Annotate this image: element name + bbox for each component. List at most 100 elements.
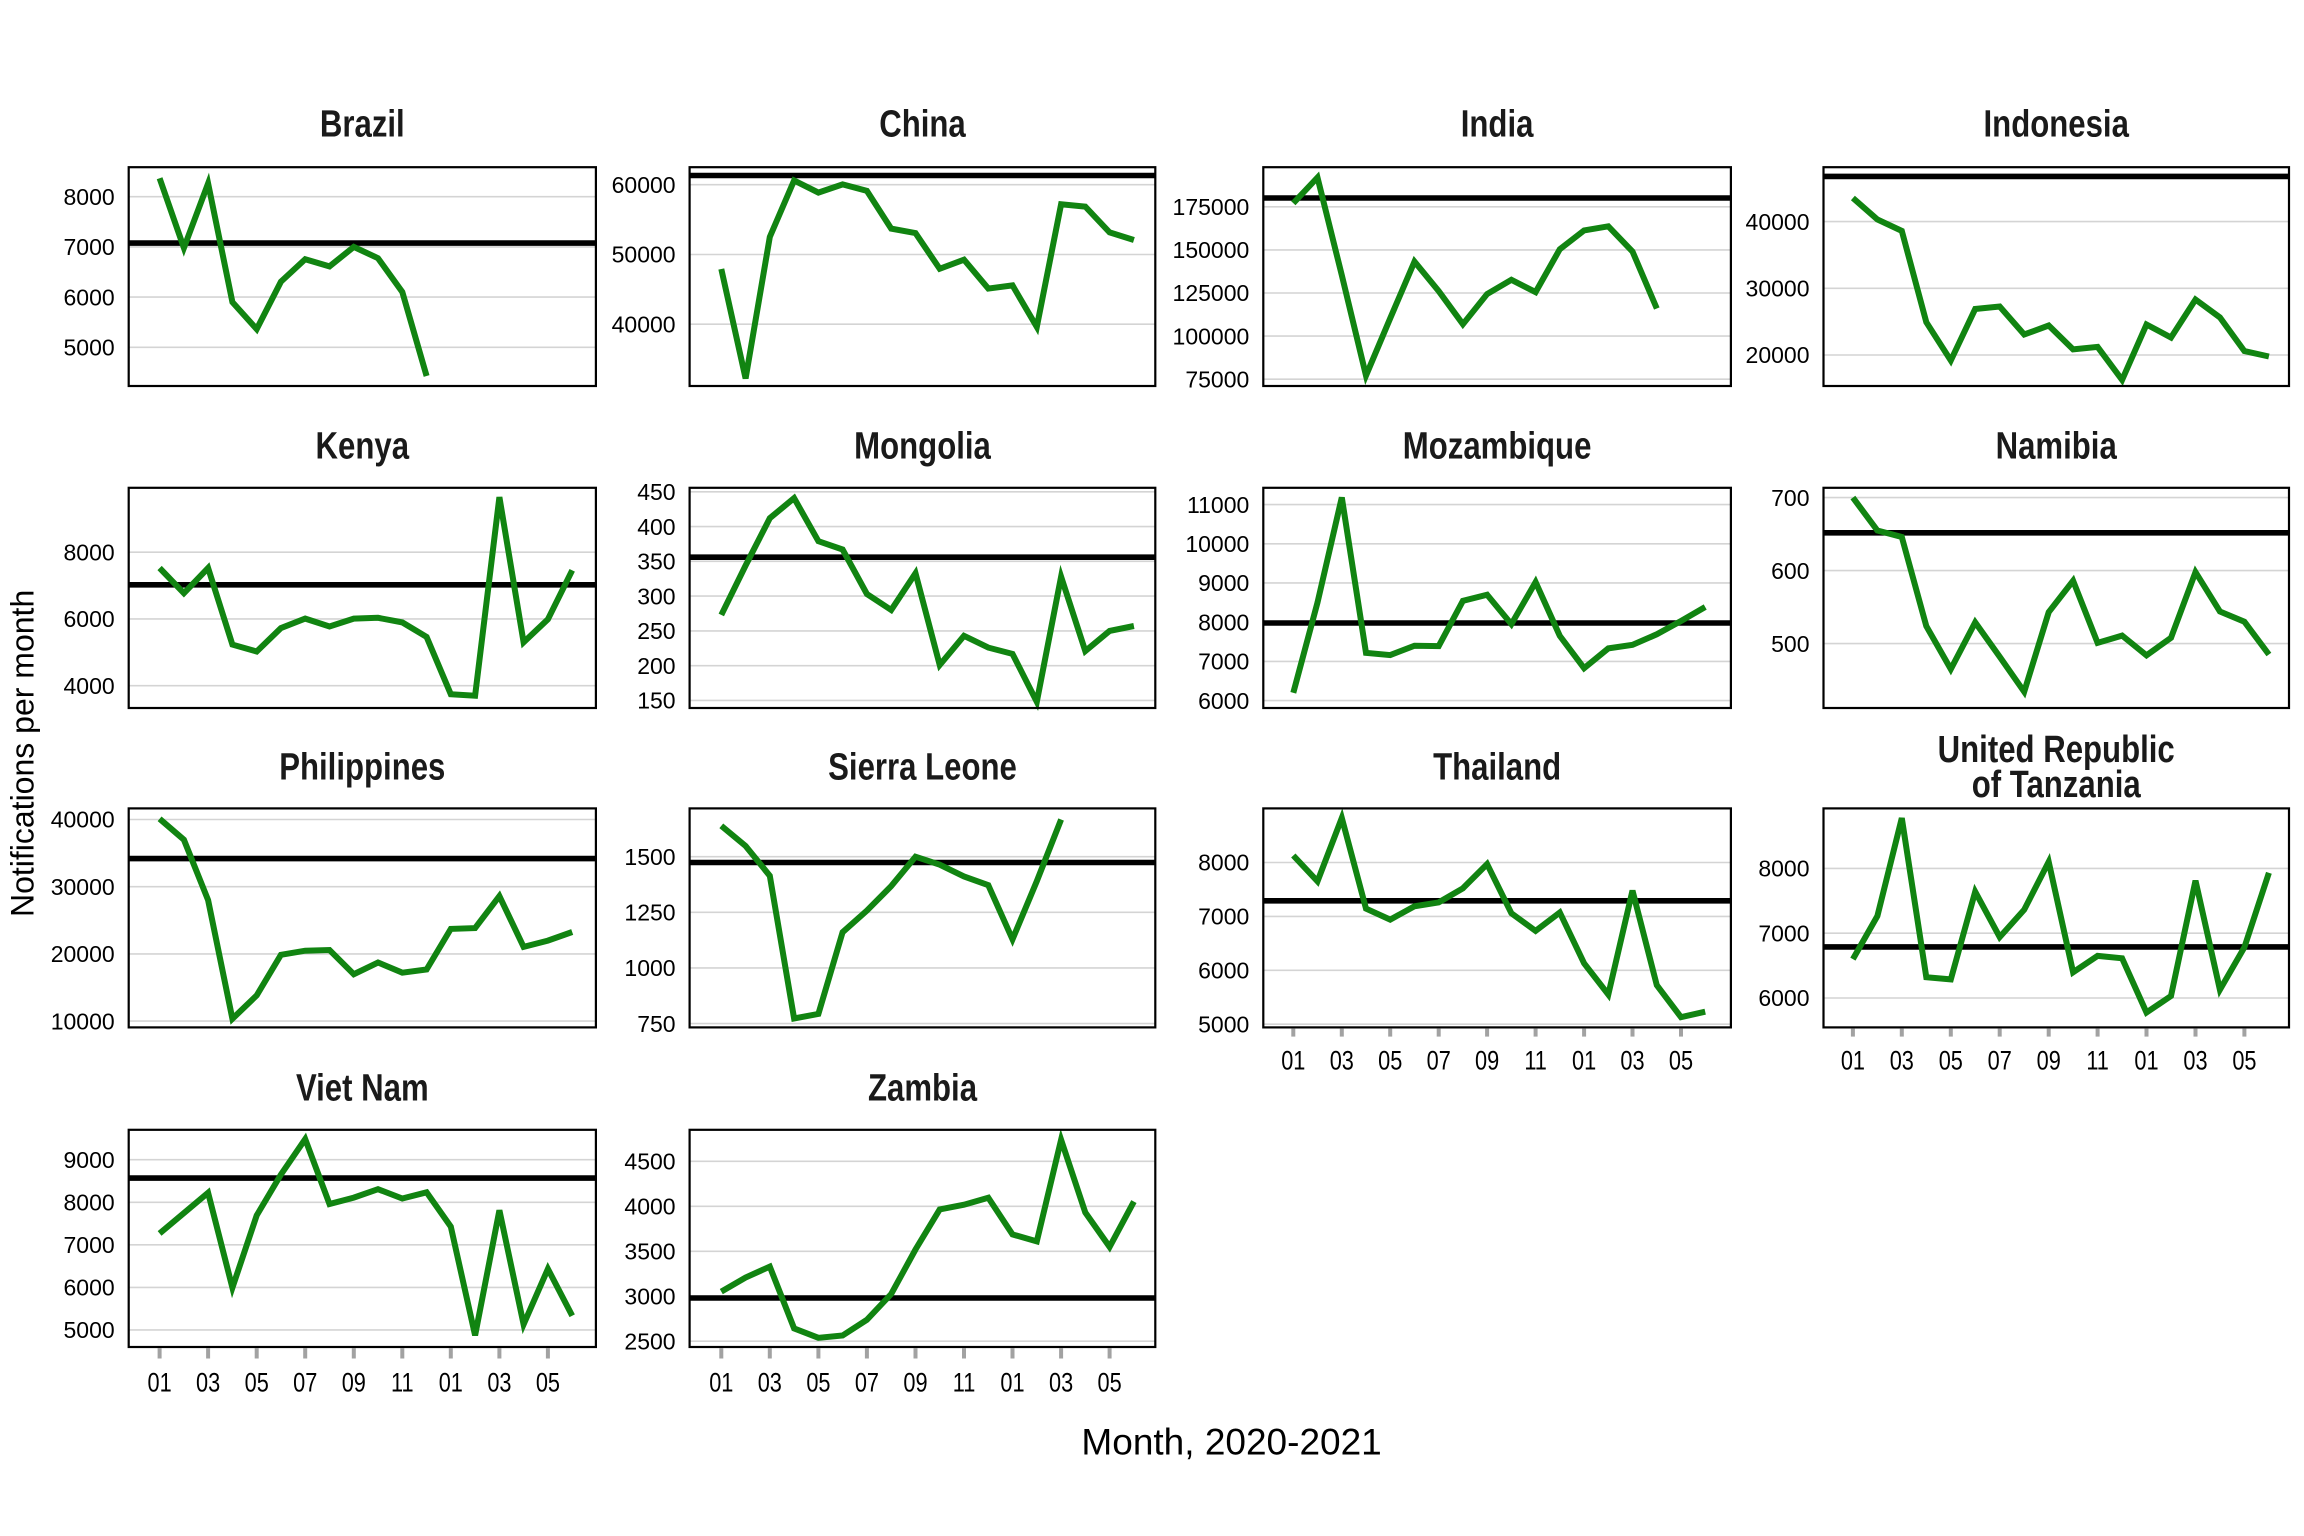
svg-text:01: 01 (1000, 1368, 1024, 1398)
svg-text:400: 400 (637, 514, 675, 540)
svg-text:150000: 150000 (1173, 237, 1250, 263)
svg-text:2500: 2500 (624, 1328, 675, 1354)
svg-text:Indonesia: Indonesia (1984, 104, 2130, 146)
svg-text:6000: 6000 (1198, 688, 1249, 714)
svg-text:Thailand: Thailand (1433, 746, 1561, 788)
svg-text:40000: 40000 (1746, 209, 1810, 235)
svg-text:03: 03 (1620, 1046, 1644, 1076)
svg-text:5000: 5000 (64, 335, 115, 361)
svg-text:India: India (1461, 104, 1534, 146)
svg-text:11000: 11000 (1187, 492, 1249, 518)
svg-text:450: 450 (637, 479, 675, 505)
svg-text:01: 01 (1572, 1046, 1596, 1076)
svg-text:500: 500 (1771, 631, 1809, 657)
svg-text:1250: 1250 (624, 900, 675, 926)
svg-text:10000: 10000 (51, 1008, 115, 1034)
svg-text:7000: 7000 (64, 1232, 115, 1258)
svg-text:03: 03 (196, 1368, 220, 1398)
svg-text:01: 01 (148, 1368, 172, 1398)
svg-text:3000: 3000 (624, 1283, 675, 1309)
svg-text:01: 01 (709, 1368, 733, 1398)
svg-text:8000: 8000 (64, 539, 115, 565)
svg-text:10000: 10000 (1185, 531, 1249, 557)
svg-text:5000: 5000 (64, 1317, 115, 1343)
svg-text:5000: 5000 (1198, 1011, 1249, 1037)
svg-text:Month, 2020-2021: Month, 2020-2021 (1081, 1422, 1381, 1463)
svg-text:6000: 6000 (64, 284, 115, 310)
svg-text:Philippines: Philippines (279, 746, 445, 788)
svg-text:03: 03 (1330, 1046, 1354, 1076)
svg-text:750: 750 (637, 1011, 675, 1037)
svg-text:03: 03 (758, 1368, 782, 1398)
svg-text:of Tanzania: of Tanzania (1972, 764, 2142, 806)
svg-text:7000: 7000 (1758, 920, 1809, 946)
svg-text:Mongolia: Mongolia (854, 426, 991, 468)
svg-text:4500: 4500 (624, 1149, 675, 1175)
svg-text:07: 07 (855, 1368, 879, 1398)
svg-text:7000: 7000 (64, 234, 115, 260)
svg-text:03: 03 (1890, 1046, 1914, 1076)
svg-text:Sierra Leone: Sierra Leone (828, 746, 1017, 788)
svg-text:150: 150 (637, 688, 675, 714)
svg-text:30000: 30000 (1746, 276, 1810, 302)
svg-text:6000: 6000 (1758, 985, 1809, 1011)
svg-text:05: 05 (1939, 1046, 1963, 1076)
svg-text:Viet Nam: Viet Nam (296, 1068, 429, 1110)
svg-text:8000: 8000 (1758, 856, 1809, 882)
svg-text:7000: 7000 (1198, 904, 1249, 930)
svg-text:1500: 1500 (624, 844, 675, 870)
svg-text:8000: 8000 (64, 184, 115, 210)
svg-text:300: 300 (637, 583, 675, 609)
svg-text:20000: 20000 (1746, 342, 1810, 368)
svg-text:600: 600 (1771, 558, 1809, 584)
svg-text:125000: 125000 (1173, 280, 1250, 306)
svg-text:07: 07 (1988, 1046, 2012, 1076)
svg-text:8000: 8000 (1198, 609, 1249, 635)
svg-text:4000: 4000 (64, 673, 115, 699)
svg-text:30000: 30000 (51, 874, 115, 900)
svg-text:3500: 3500 (624, 1239, 675, 1265)
svg-text:09: 09 (1475, 1046, 1499, 1076)
svg-text:50000: 50000 (612, 242, 676, 268)
svg-text:Mozambique: Mozambique (1403, 426, 1592, 468)
svg-text:100000: 100000 (1173, 323, 1250, 349)
svg-text:6000: 6000 (1198, 958, 1249, 984)
svg-text:01: 01 (1841, 1046, 1865, 1076)
svg-text:Kenya: Kenya (316, 426, 410, 468)
svg-text:40000: 40000 (612, 311, 676, 337)
svg-text:Notifications per month: Notifications per month (5, 590, 41, 917)
svg-text:200: 200 (637, 653, 675, 679)
svg-text:9000: 9000 (64, 1147, 115, 1173)
svg-text:05: 05 (1098, 1368, 1122, 1398)
svg-text:05: 05 (1669, 1046, 1693, 1076)
svg-text:1000: 1000 (624, 955, 675, 981)
svg-text:250: 250 (637, 618, 675, 644)
svg-text:01: 01 (439, 1368, 463, 1398)
svg-text:05: 05 (806, 1368, 830, 1398)
svg-text:11: 11 (391, 1368, 414, 1398)
svg-text:05: 05 (245, 1368, 269, 1398)
svg-text:6000: 6000 (64, 606, 115, 632)
svg-text:01: 01 (1281, 1046, 1305, 1076)
svg-text:7000: 7000 (1198, 649, 1249, 675)
svg-text:07: 07 (293, 1368, 317, 1398)
svg-text:03: 03 (1049, 1368, 1073, 1398)
svg-text:11: 11 (2086, 1046, 2109, 1076)
svg-text:01: 01 (2134, 1046, 2158, 1076)
svg-text:20000: 20000 (51, 941, 115, 967)
svg-text:05: 05 (2232, 1046, 2256, 1076)
svg-text:09: 09 (903, 1368, 927, 1398)
svg-text:Namibia: Namibia (1996, 426, 2118, 468)
svg-text:Brazil: Brazil (320, 104, 405, 146)
svg-text:Zambia: Zambia (868, 1068, 978, 1110)
svg-text:07: 07 (1427, 1046, 1451, 1076)
svg-text:China: China (879, 104, 966, 146)
svg-text:United Republic: United Republic (1938, 729, 2175, 771)
svg-text:175000: 175000 (1173, 194, 1250, 220)
svg-text:350: 350 (637, 549, 675, 575)
svg-text:05: 05 (1378, 1046, 1402, 1076)
svg-text:03: 03 (487, 1368, 511, 1398)
svg-text:09: 09 (342, 1368, 366, 1398)
svg-text:700: 700 (1771, 485, 1809, 511)
svg-text:11: 11 (953, 1368, 976, 1398)
